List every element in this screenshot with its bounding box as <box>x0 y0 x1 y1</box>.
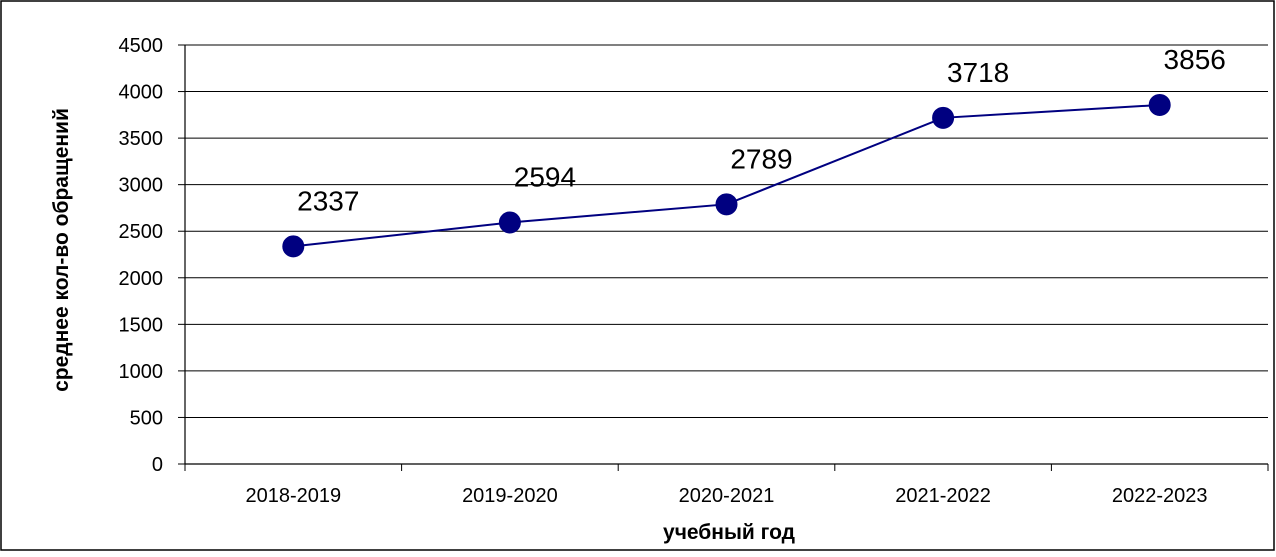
x-axis-title: учебный год <box>663 521 795 544</box>
data-point <box>932 106 955 129</box>
x-tick-label: 2018-2019 <box>245 485 341 507</box>
data-label: 2594 <box>514 161 576 192</box>
data-label: 2337 <box>297 185 359 216</box>
y-tick-label: 4000 <box>119 82 164 104</box>
x-tick-label: 2019-2020 <box>462 485 558 507</box>
y-tick-label: 4500 <box>119 35 164 57</box>
x-tick-label: 2022-2023 <box>1112 485 1208 507</box>
y-tick-label: 1500 <box>119 314 164 336</box>
axes <box>178 44 1269 471</box>
x-tick-label: 2020-2021 <box>679 485 775 507</box>
data-point <box>1148 93 1171 116</box>
data-point <box>282 235 305 258</box>
data-point <box>715 193 738 216</box>
y-tick-label: 1000 <box>119 361 164 383</box>
y-tick-label: 2500 <box>119 221 164 243</box>
data-point <box>498 211 521 234</box>
y-tick-label: 2000 <box>119 268 164 290</box>
data-label: 3856 <box>1164 44 1226 75</box>
x-tick-label: 2021-2022 <box>895 485 991 507</box>
labels: 0 500 1000 1500 2000 2500 3000 3500 4000 4500 2018… <box>119 35 1226 507</box>
data-label: 3718 <box>947 57 1009 88</box>
data-label: 2789 <box>730 143 792 174</box>
y-tick-label: 500 <box>130 407 163 429</box>
y-tick-label: 0 <box>152 454 163 476</box>
series-line-group <box>282 93 1171 258</box>
y-axis-title: среднее кол-во обращений <box>50 108 73 392</box>
gridlines <box>185 44 1268 418</box>
y-tick-label: 3500 <box>119 128 164 150</box>
y-tick-label: 3000 <box>119 175 164 197</box>
